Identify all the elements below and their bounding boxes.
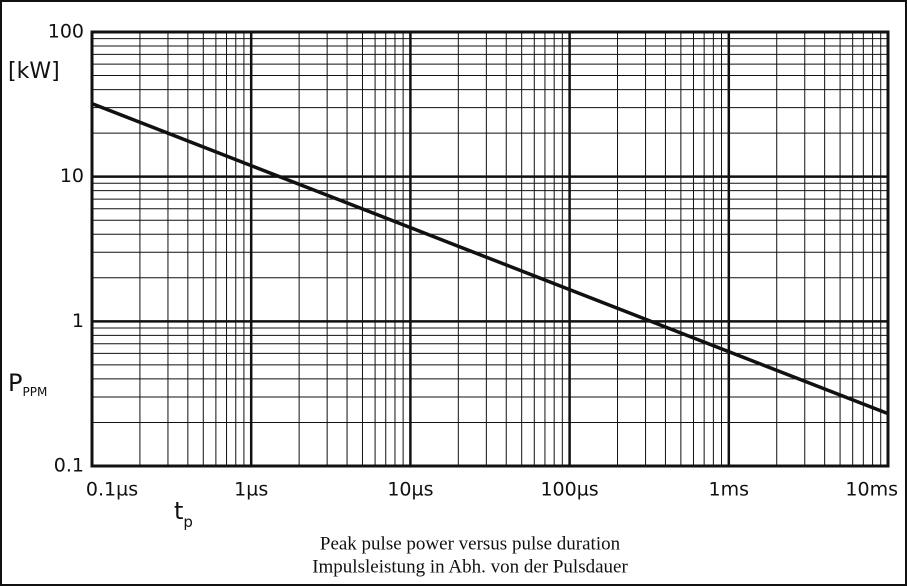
- x-tick-label: 0.1µs: [86, 479, 138, 501]
- y-label-sub: PPM: [22, 385, 47, 399]
- y-label-main: P: [8, 369, 22, 397]
- x-label-main: t: [174, 497, 183, 525]
- x-tick-label: 1ms: [709, 479, 750, 501]
- plot-border: [90, 30, 890, 468]
- y-label: PPPM: [8, 369, 47, 399]
- y-tick-label: 100: [48, 21, 84, 43]
- data-line: [91, 101, 889, 416]
- x-tick-label: 10ms: [845, 479, 898, 501]
- y-unit: [kW]: [8, 59, 60, 84]
- y-tick-label: 10: [60, 165, 84, 187]
- caption-line: Peak pulse power versus pulse duration: [320, 533, 621, 554]
- x-label-sub: p: [183, 513, 193, 531]
- x-label: tp: [174, 497, 193, 531]
- y-tick-label: 0.1: [54, 455, 84, 477]
- y-tick-label: 1: [72, 310, 84, 332]
- x-tick-label: 10µs: [387, 479, 433, 501]
- caption-line: Impulsleistung in Abh. von der Pulsdauer: [312, 556, 628, 577]
- x-tick-label: 100µs: [540, 479, 598, 501]
- x-tick-label: 1µs: [234, 479, 268, 501]
